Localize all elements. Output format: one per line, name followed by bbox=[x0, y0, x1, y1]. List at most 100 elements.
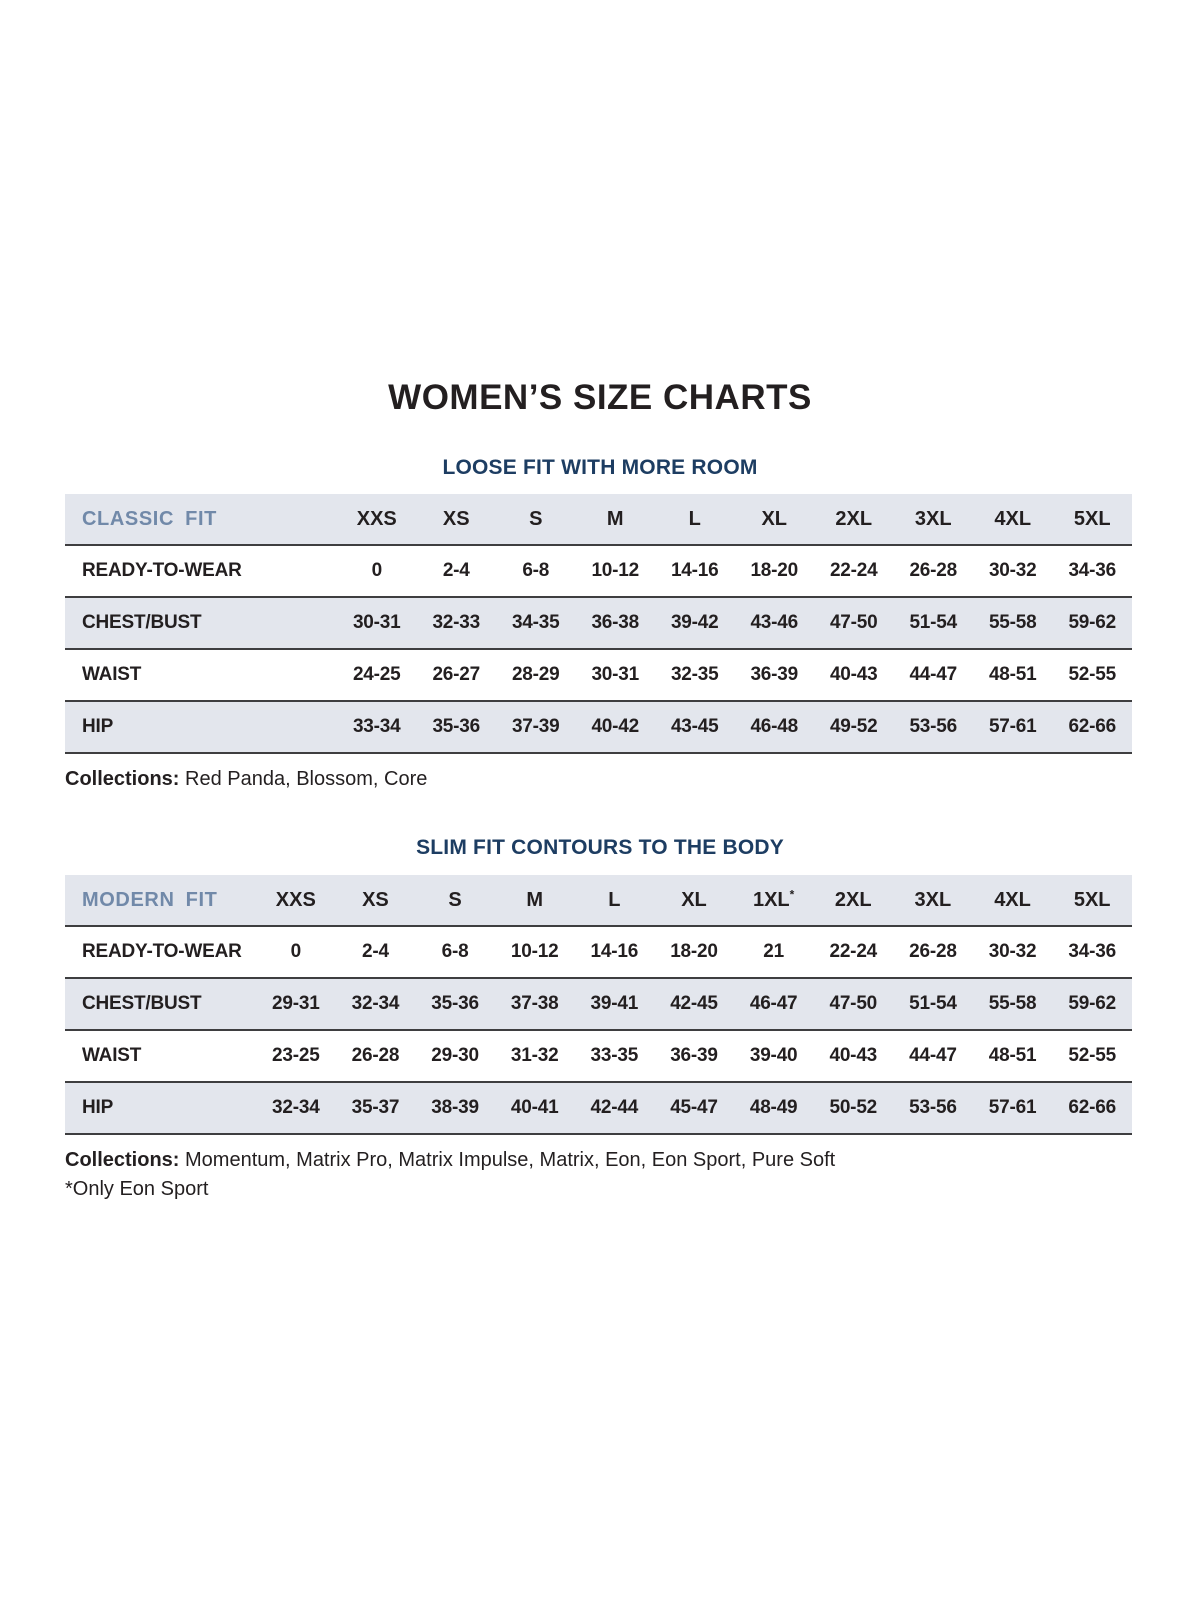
table-row: CHEST/BUST 29-31 32-34 35-36 37-38 39-41 42-45… bbox=[65, 979, 1132, 1031]
size-column-header: 4XL bbox=[994, 507, 1032, 530]
size-value: 57-61 bbox=[988, 716, 1037, 737]
size-value: 30-32 bbox=[988, 941, 1037, 962]
size-value: 62-66 bbox=[1068, 716, 1117, 737]
size-value: 32-33 bbox=[432, 612, 481, 633]
size-value: 40-41 bbox=[510, 1097, 559, 1118]
size-value: 22-24 bbox=[829, 560, 878, 581]
size-value: 52-55 bbox=[1068, 664, 1117, 685]
size-value: 0 bbox=[371, 560, 383, 581]
size-value: 40-42 bbox=[591, 716, 640, 737]
size-value: 2-4 bbox=[362, 941, 389, 962]
size-value: 34-35 bbox=[511, 612, 560, 633]
size-value: 37-38 bbox=[510, 993, 559, 1014]
size-value: 26-28 bbox=[351, 1045, 400, 1066]
size-column-header: 2XL bbox=[835, 507, 873, 530]
fit-label: MODERN FIT bbox=[82, 888, 218, 911]
size-column-header: XXS bbox=[275, 888, 316, 911]
size-value: 33-34 bbox=[352, 716, 401, 737]
row-label: CHEST/BUST bbox=[82, 993, 202, 1014]
size-value: 45-47 bbox=[670, 1097, 718, 1118]
collections-line-classic: Collections: Red Panda, Blossom, Core bbox=[65, 767, 1200, 791]
size-value: 34-36 bbox=[1068, 941, 1116, 962]
fit-label: CLASSIC FIT bbox=[82, 507, 217, 530]
size-value: 29-31 bbox=[272, 993, 320, 1014]
row-label: READY-TO-WEAR bbox=[82, 560, 242, 581]
size-value: 26-28 bbox=[909, 560, 958, 581]
size-value: 49-52 bbox=[829, 716, 878, 737]
size-value: 21 bbox=[763, 941, 784, 962]
table-row: READY-TO-WEAR 0 2-4 6-8 10-12 14-16 18-20 22-24… bbox=[65, 546, 1132, 598]
size-value: 57-61 bbox=[988, 1097, 1037, 1118]
size-column-header: XS bbox=[442, 507, 470, 530]
size-column-header: 3XL bbox=[914, 888, 952, 911]
section-heading-slim-fit: SLIM FIT CONTOURS TO THE BODY bbox=[416, 836, 784, 859]
size-value: 6-8 bbox=[441, 941, 469, 962]
size-value: 32-34 bbox=[272, 1097, 320, 1118]
size-value: 30-31 bbox=[591, 664, 640, 685]
size-value: 53-56 bbox=[909, 716, 958, 737]
size-value: 2-4 bbox=[442, 560, 470, 581]
modern-fit-table: MODERN FIT XXS XS S M L XL 1XL* 2XL 3XL 4XL 5XL READ… bbox=[65, 875, 1132, 1135]
collections-list: Momentum, Matrix Pro, Matrix Impulse, Ma… bbox=[179, 1149, 836, 1171]
size-column-header: XL bbox=[761, 507, 788, 530]
size-value: 59-62 bbox=[1068, 993, 1116, 1014]
size-column-header: 1XL* bbox=[752, 886, 795, 911]
footnote-only-eon-sport: *Only Eon Sport bbox=[65, 1178, 209, 1200]
size-value: 52-55 bbox=[1068, 1045, 1116, 1066]
size-value: 6-8 bbox=[522, 560, 550, 581]
size-value: 44-47 bbox=[909, 664, 958, 685]
size-value: 10-12 bbox=[510, 941, 559, 962]
row-label: READY-TO-WEAR bbox=[82, 941, 242, 962]
size-value: 35-37 bbox=[351, 1097, 400, 1118]
size-value: 39-41 bbox=[590, 993, 639, 1014]
size-value: 44-47 bbox=[909, 1045, 957, 1066]
table-row: READY-TO-WEAR 0 2-4 6-8 10-12 14-16 18-20 21 22-… bbox=[65, 927, 1132, 979]
table-row: WAIST 24-25 26-27 28-29 30-31 32-35 36-39 40-43… bbox=[65, 650, 1132, 702]
table-row: CHEST/BUST 30-31 32-33 34-35 36-38 39-42 43-46… bbox=[65, 598, 1132, 650]
size-value: 62-66 bbox=[1068, 1097, 1116, 1118]
size-value: 48-51 bbox=[988, 664, 1037, 685]
size-value: 39-40 bbox=[749, 1045, 798, 1066]
size-value: 43-45 bbox=[670, 716, 719, 737]
size-value: 36-38 bbox=[591, 612, 640, 633]
size-value: 36-39 bbox=[670, 1045, 718, 1066]
size-value: 55-58 bbox=[988, 612, 1037, 633]
size-value: 29-30 bbox=[431, 1045, 479, 1066]
size-column-header: L bbox=[608, 888, 621, 911]
size-value: 51-54 bbox=[909, 993, 957, 1014]
size-value: 14-16 bbox=[670, 560, 719, 581]
table-header-row: MODERN FIT XXS XS S M L XL 1XL* 2XL 3XL 4XL 5XL bbox=[65, 875, 1132, 927]
size-value: 14-16 bbox=[590, 941, 639, 962]
size-value: 43-46 bbox=[750, 612, 799, 633]
size-column-header: 4XL bbox=[994, 888, 1031, 911]
row-label: HIP bbox=[82, 1097, 114, 1118]
size-value: 34-36 bbox=[1068, 560, 1117, 581]
size-value: 42-44 bbox=[590, 1097, 639, 1118]
size-value: 40-43 bbox=[829, 1045, 878, 1066]
size-value: 33-35 bbox=[590, 1045, 639, 1066]
row-label: HIP bbox=[82, 716, 114, 737]
table-row: WAIST 23-25 26-28 29-30 31-32 33-35 36-39 39-40… bbox=[65, 1031, 1132, 1083]
collections-line-modern: Collections: Momentum, Matrix Pro, Matri… bbox=[65, 1148, 1200, 1172]
classic-fit-table: CLASSIC FIT XXS XS S M L XL 2XL 3XL 4XL 5XL READY-T… bbox=[65, 494, 1132, 754]
row-label: WAIST bbox=[82, 664, 142, 685]
section-loose-fit: LOOSE FIT WITH MORE ROOM CLASSIC FIT XXS X… bbox=[0, 457, 1200, 791]
size-column-header: 3XL bbox=[914, 507, 952, 530]
size-value: 32-34 bbox=[351, 993, 400, 1014]
page-title: WOMEN’S SIZE CHARTS bbox=[388, 378, 812, 417]
size-value: 35-36 bbox=[431, 993, 479, 1014]
table-row: HIP 33-34 35-36 37-39 40-42 43-45 46-48 49-52 53… bbox=[65, 702, 1132, 754]
collections-label: Collections: bbox=[65, 1149, 180, 1171]
size-value: 31-32 bbox=[510, 1045, 559, 1066]
size-value: 26-27 bbox=[432, 664, 481, 685]
section-heading-loose-fit: LOOSE FIT WITH MORE ROOM bbox=[442, 456, 758, 479]
size-value: 30-31 bbox=[352, 612, 401, 633]
size-value: 35-36 bbox=[432, 716, 481, 737]
size-column-header: 2XL bbox=[834, 888, 872, 911]
size-value: 36-39 bbox=[750, 664, 799, 685]
size-column-header: XXS bbox=[356, 507, 397, 530]
size-value: 48-51 bbox=[988, 1045, 1037, 1066]
size-value: 26-28 bbox=[909, 941, 957, 962]
size-value: 0 bbox=[290, 941, 302, 962]
